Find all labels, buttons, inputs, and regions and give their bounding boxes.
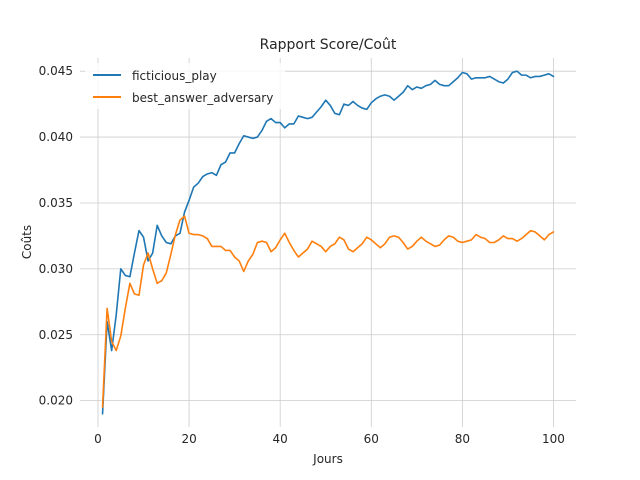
y-tick-label: 0.035 bbox=[39, 196, 73, 210]
x-tick-label: 100 bbox=[542, 432, 565, 446]
y-tick-label: 0.045 bbox=[39, 64, 73, 78]
series-lines bbox=[101, 70, 555, 415]
grid bbox=[80, 58, 576, 427]
y-tick-label: 0.040 bbox=[39, 130, 73, 144]
x-tick-label: 40 bbox=[273, 432, 288, 446]
x-axis-label: Jours bbox=[312, 452, 343, 466]
x-tick-label: 0 bbox=[94, 432, 102, 446]
legend-label-ficticious-play: ficticious_play bbox=[132, 69, 217, 83]
legend-box bbox=[85, 63, 285, 109]
x-tick-label: 20 bbox=[181, 432, 196, 446]
y-tick-label: 0.025 bbox=[39, 328, 73, 342]
chart-title: Rapport Score/Coût bbox=[260, 37, 397, 53]
legend-label-best-answer-adversary: best_answer_adversary bbox=[132, 91, 273, 105]
series-line-ficticious-play bbox=[101, 70, 555, 415]
y-tick-label: 0.020 bbox=[39, 394, 73, 408]
y-tick-label: 0.030 bbox=[39, 262, 73, 276]
legend: ficticious_play best_answer_adversary bbox=[85, 63, 285, 109]
series-line-best-answer-adversary bbox=[101, 215, 555, 409]
y-axis-label: Coûts bbox=[20, 225, 34, 259]
x-tick-label: 60 bbox=[364, 432, 379, 446]
x-tick-label: 80 bbox=[455, 432, 470, 446]
tick-labels: 0 20 40 60 80 100 0.020 0.025 0.030 0.035 0.040 0.0… bbox=[39, 64, 565, 446]
